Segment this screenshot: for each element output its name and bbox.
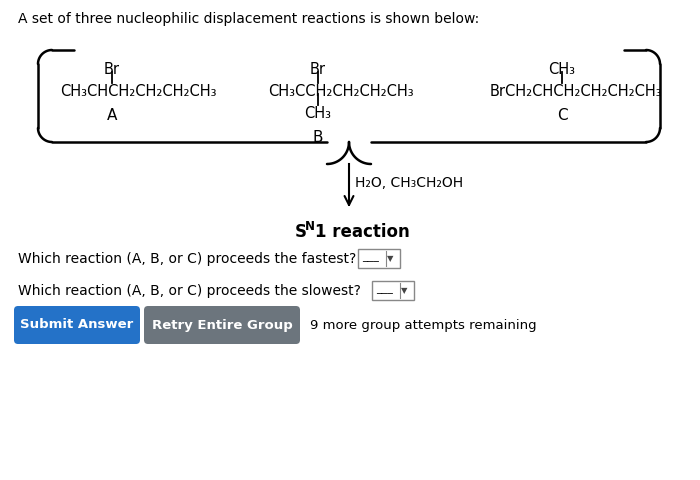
Text: 9 more group attempts remaining: 9 more group attempts remaining	[310, 319, 537, 332]
Text: BrCH₂CHCH₂CH₂CH₂CH₃: BrCH₂CHCH₂CH₂CH₂CH₃	[490, 84, 663, 99]
Text: CH₃CHCH₂CH₂CH₂CH₃: CH₃CHCH₂CH₂CH₂CH₃	[60, 84, 216, 99]
Text: Which reaction (A, B, or C) proceeds the slowest?: Which reaction (A, B, or C) proceeds the…	[18, 284, 361, 298]
Text: H₂O, CH₃CH₂OH: H₂O, CH₃CH₂OH	[355, 176, 463, 190]
FancyBboxPatch shape	[372, 281, 414, 300]
Text: N: N	[305, 220, 315, 233]
Text: CH₃: CH₃	[304, 106, 332, 121]
Text: CH₃CCH₂CH₂CH₂CH₃: CH₃CCH₂CH₂CH₂CH₃	[268, 84, 414, 99]
FancyBboxPatch shape	[358, 249, 400, 268]
Text: Which reaction (A, B, or C) proceeds the fastest?: Which reaction (A, B, or C) proceeds the…	[18, 252, 356, 266]
FancyBboxPatch shape	[14, 306, 140, 344]
Text: A: A	[107, 108, 117, 123]
Text: ___: ___	[376, 285, 393, 295]
FancyBboxPatch shape	[144, 306, 300, 344]
Text: 1 reaction: 1 reaction	[315, 223, 410, 241]
Text: S: S	[295, 223, 307, 241]
Text: Retry Entire Group: Retry Entire Group	[152, 319, 293, 332]
Text: C: C	[556, 108, 567, 123]
Text: ▼: ▼	[386, 254, 393, 263]
Text: A set of three nucleophilic displacement reactions is shown below:: A set of three nucleophilic displacement…	[18, 12, 480, 26]
Text: Br: Br	[310, 62, 326, 77]
Text: CH₃: CH₃	[549, 62, 575, 77]
Text: ___: ___	[362, 252, 379, 263]
Text: ▼: ▼	[400, 286, 407, 295]
Text: Br: Br	[104, 62, 120, 77]
Text: Submit Answer: Submit Answer	[20, 319, 134, 332]
Text: B: B	[313, 130, 323, 145]
